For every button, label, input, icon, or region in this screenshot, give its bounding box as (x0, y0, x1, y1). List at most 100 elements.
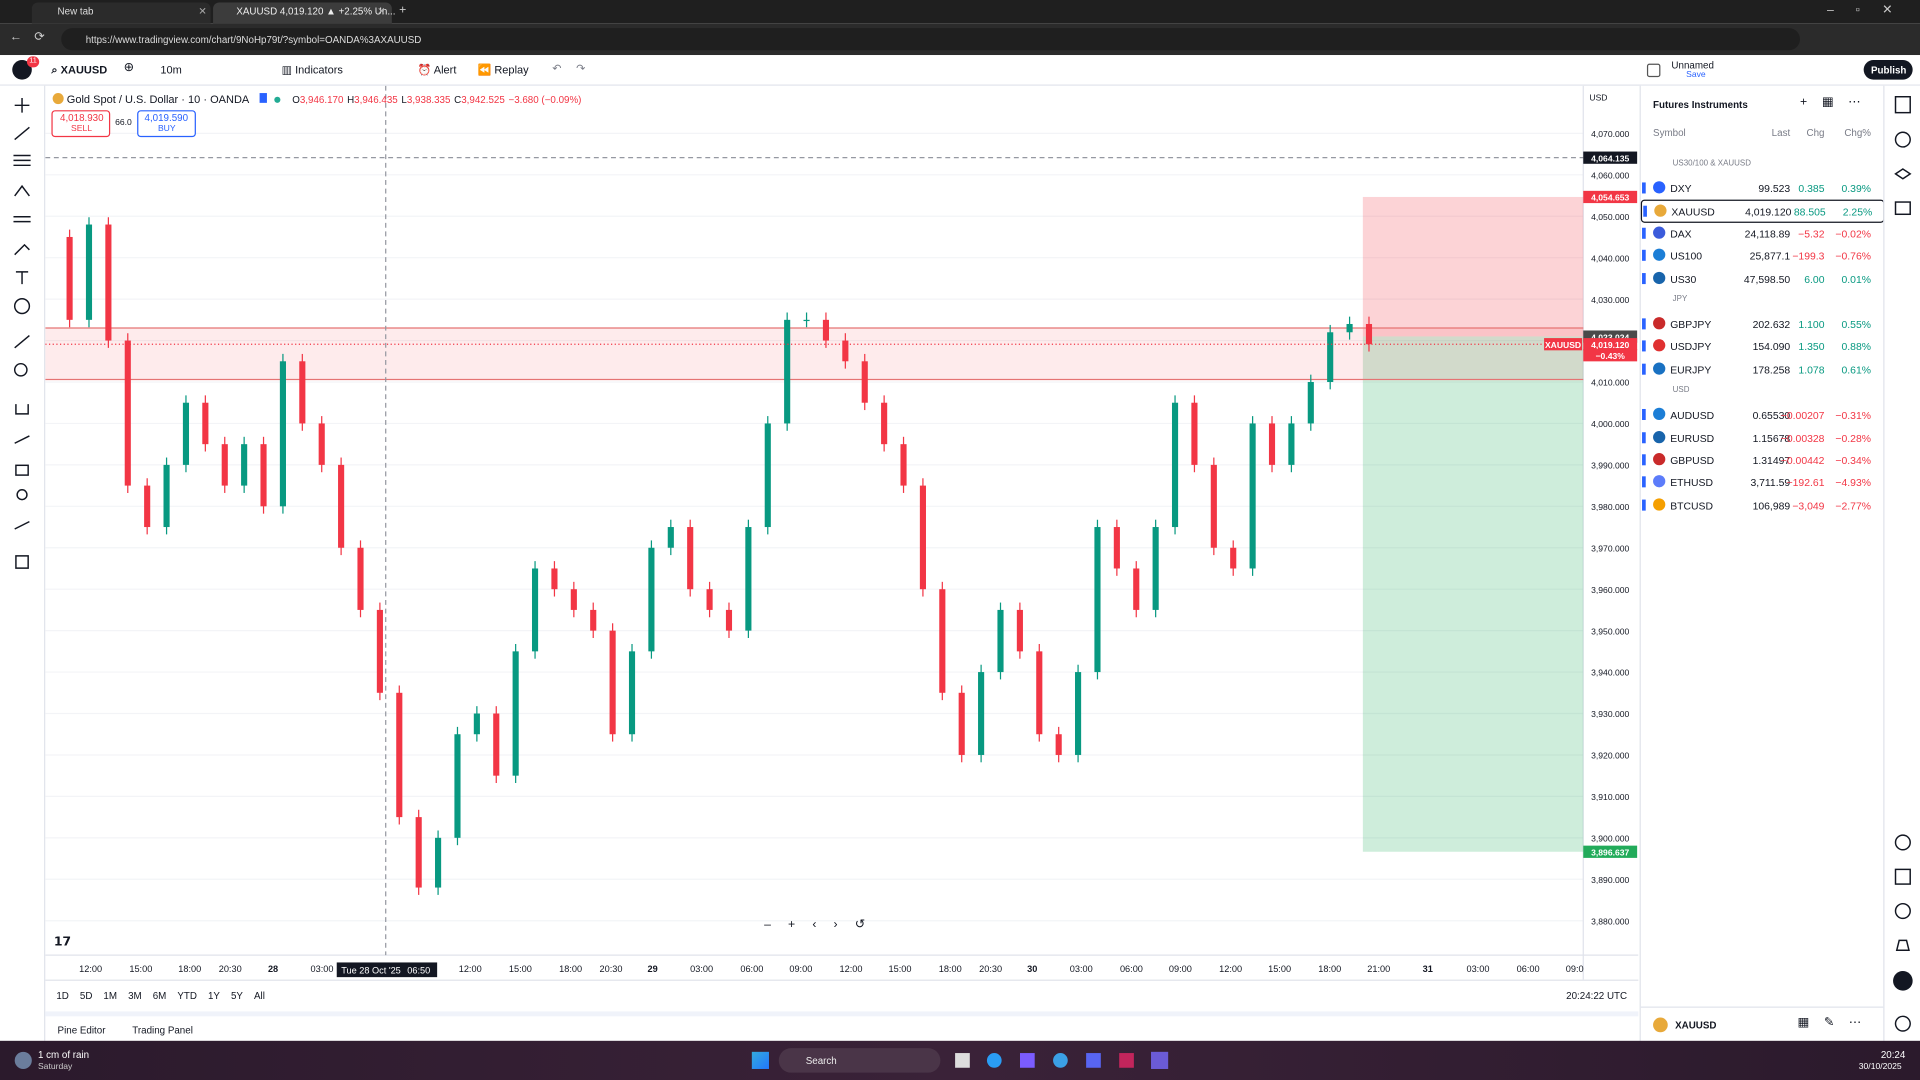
watchlist-row[interactable]: GBPJPY 202.632 1.100 0.55% (1641, 313, 1882, 334)
weather-day[interactable]: Saturday (37, 1062, 73, 1072)
currency[interactable]: USD (1589, 94, 1608, 103)
indicators[interactable]: Indicators (295, 63, 343, 76)
app[interactable] (1119, 1053, 1134, 1068)
y-tick-label: 3,980.000 (1591, 502, 1629, 512)
watchlist-title[interactable]: Futures Instruments (1653, 99, 1748, 111)
buy-label[interactable]: BUY (157, 124, 176, 134)
window-controls[interactable]: –▫✕ (1826, 3, 1915, 18)
last: 25,877.1 (1749, 250, 1791, 263)
publish-button[interactable] (1863, 60, 1913, 80)
candle-body (1055, 734, 1062, 755)
app[interactable] (1151, 1051, 1169, 1069)
sell-label[interactable]: SELL (71, 124, 92, 134)
start-button[interactable] (751, 1051, 769, 1069)
range-button[interactable]: 1D (56, 990, 69, 1002)
url-field[interactable] (61, 28, 1801, 51)
footer-symbol[interactable]: XAUUSD (1675, 1020, 1717, 1032)
tab-close[interactable]: ✕ (377, 6, 386, 18)
range-button[interactable]: 1M (103, 990, 118, 1002)
sell-price[interactable]: 4,018.930 (60, 112, 104, 124)
range-button[interactable]: 1Y (207, 990, 220, 1002)
tv-logo[interactable]: 𝟭𝟳 (53, 935, 71, 949)
group-header[interactable]: JPY (1672, 295, 1688, 304)
sell-button[interactable] (51, 110, 111, 138)
indicators-button[interactable]: ▥ Indicators (281, 63, 343, 76)
watchlist-row[interactable]: GBPUSD 1.31497 −0.00442 −0.34% (1641, 449, 1882, 470)
alert-button[interactable]: ⏰ Alert (417, 63, 457, 76)
range-button[interactable]: 5D (79, 990, 93, 1002)
save[interactable]: Save (1686, 71, 1706, 80)
nav-buttons[interactable]: ←⟳ (9, 30, 57, 45)
sidebar-icons[interactable] (1894, 96, 1912, 1032)
watchlist-row[interactable]: XAUUSD 4,019.120 88.505 2.25% (1640, 200, 1885, 224)
tab-title[interactable]: XAUUSD 4,019.120 ▲ +2.25% Un... (236, 6, 396, 18)
replay[interactable]: Replay (494, 63, 529, 76)
search[interactable]: Search (805, 1055, 837, 1067)
panel-tab[interactable]: Trading Panel (132, 1024, 193, 1036)
watchlist-row[interactable]: EURUSD 1.15678 −0.00328 −0.28% (1641, 427, 1882, 448)
watchlist-row[interactable]: EURJPY 178.258 1.078 0.61% (1641, 359, 1882, 380)
group-header[interactable]: USD (1672, 385, 1690, 395)
candle-body (745, 527, 752, 631)
symbol[interactable]: XAUUSD (60, 63, 108, 76)
ohlc-value: 3,938.335 (406, 94, 451, 106)
user-avatar[interactable] (12, 60, 32, 80)
change: −0.00328 (1780, 431, 1825, 444)
weather[interactable]: 1 cm of rain (37, 1049, 90, 1061)
range-button[interactable]: YTD (177, 990, 197, 1002)
range-button[interactable]: 5Y (230, 990, 243, 1002)
layout-icon[interactable] (1646, 63, 1661, 78)
range-button[interactable]: 3M (128, 990, 142, 1002)
app[interactable] (1020, 1053, 1035, 1068)
pinned-apps[interactable] (955, 1051, 1175, 1071)
group-header[interactable]: US30/100 & XAUUSD (1672, 159, 1751, 168)
app[interactable] (1086, 1053, 1101, 1068)
compare[interactable]: ⊕ (123, 61, 134, 75)
watchlist-row[interactable]: BTCUSD 106,989 −3,049 −2.77% (1641, 494, 1882, 515)
watchlist-actions[interactable]: +▦⋯ (1800, 95, 1876, 109)
watchlist-row[interactable]: DXY 99.523 0.385 0.39% (1641, 178, 1882, 199)
app[interactable] (955, 1053, 970, 1068)
buy-price[interactable]: 4,019.590 (144, 112, 189, 124)
chart-title: Gold Spot / U.S. Dollar · 10 · OANDA (66, 93, 249, 106)
watchlist-row[interactable]: USDJPY 154.090 1.350 0.88% (1641, 336, 1882, 357)
tool-icons[interactable] (13, 97, 31, 569)
candle-body (1152, 527, 1159, 610)
range-button[interactable]: 6M (152, 990, 167, 1002)
clock-date[interactable]: 30/10/2025 (1858, 1062, 1902, 1072)
new-tab[interactable]: + (399, 3, 407, 18)
tab-active[interactable] (213, 2, 392, 24)
app[interactable] (1053, 1053, 1068, 1068)
buy-button[interactable] (137, 110, 196, 138)
search-box[interactable] (778, 1048, 941, 1073)
zoom-controls[interactable]: –+‹›↺ (764, 918, 883, 932)
tab-close[interactable]: ✕ (198, 6, 207, 18)
interval[interactable]: 10m (160, 63, 182, 76)
alert[interactable]: Alert (433, 63, 457, 76)
footer-actions[interactable]: ▦✎⋯ (1797, 1016, 1876, 1030)
app[interactable] (986, 1053, 1002, 1068)
candle-body (1113, 527, 1120, 569)
undo-redo[interactable]: ↶↷ (552, 62, 601, 75)
change-pct: 0.55% (1841, 318, 1872, 331)
tab-title[interactable]: New tab (57, 6, 94, 18)
clock-time[interactable]: 20:24 (1880, 1049, 1906, 1061)
watchlist-row[interactable]: DAX 24,118.89 −5.32 −0.02% (1641, 223, 1882, 244)
watchlist-row[interactable]: US30 47,598.50 6.00 0.01% (1641, 268, 1882, 289)
watchlist-row[interactable]: ETHUSD 3,711.59 −192.61 −4.93% (1641, 472, 1882, 493)
chart[interactable]: 4,070.000 4,060.000 4,050.000 4,040.000 4,03… (45, 85, 1639, 1041)
watchlist-row[interactable]: AUDUSD 0.65530 −0.00207 −0.31% (1641, 404, 1882, 425)
watchlist-row[interactable]: US100 25,877.1 −199.3 −0.76% (1641, 245, 1882, 266)
apps-button[interactable] (1893, 971, 1913, 991)
x-tick-label: 09:0 (1566, 964, 1584, 974)
tab[interactable] (31, 2, 211, 24)
replay-button[interactable]: ⏪ Replay (477, 63, 529, 76)
candle-body (803, 319, 810, 322)
symbol-search[interactable]: ⌕ XAUUSD (51, 63, 108, 76)
url[interactable]: https://www.tradingview.com/chart/9NoHp7… (85, 34, 422, 46)
panel-tab[interactable]: Pine Editor (57, 1024, 106, 1036)
publish[interactable]: Publish (1871, 64, 1907, 76)
x-tick-label: 09:00 (1169, 964, 1192, 974)
range-button[interactable]: All (254, 990, 265, 1002)
layout-name[interactable]: Unnamed (1671, 60, 1714, 72)
